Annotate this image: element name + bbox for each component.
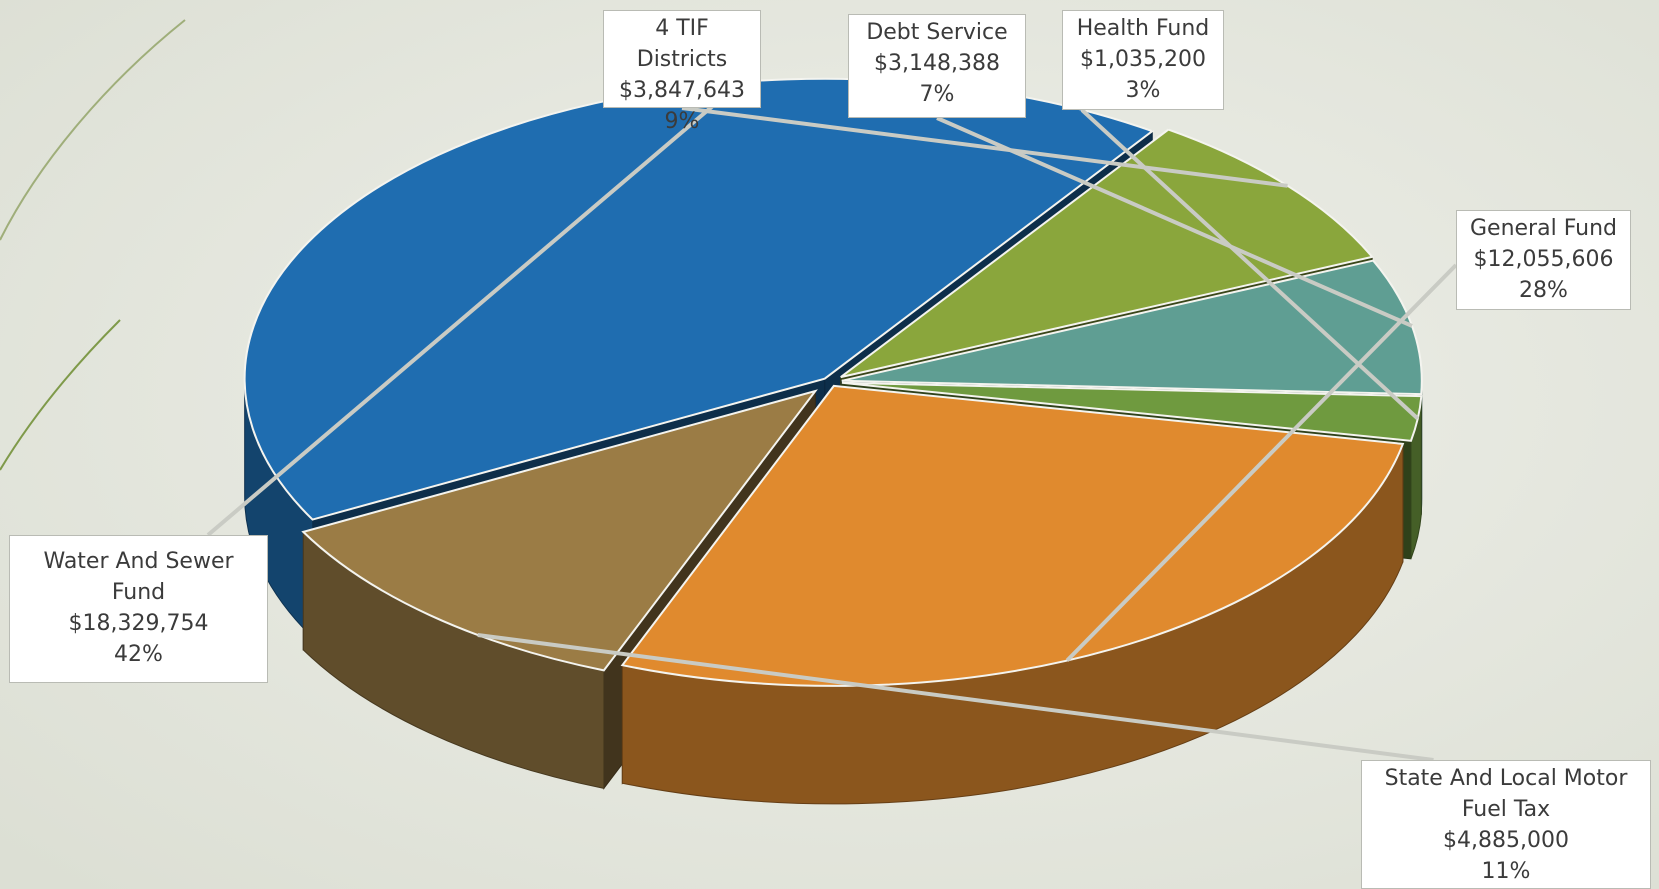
label-water-and-sewer-fund: Water And Sewer Fund $18,329,754 42% <box>9 535 268 683</box>
label-name-line1: Water And Sewer <box>43 549 234 574</box>
decorative-swoosh <box>0 19 186 241</box>
leader-line-water-and-sewer-fund <box>206 80 743 537</box>
slice-state-and-local-motor-fuel-tax <box>301 389 818 672</box>
label-percent: 3% <box>1125 78 1161 103</box>
label-debt-service: Debt Service $3,148,388 7% <box>848 14 1026 118</box>
label-name: Health Fund <box>1076 16 1210 41</box>
leader-line-state-and-local-motor-fuel-tax <box>477 632 1434 762</box>
leader-lines <box>206 80 1458 762</box>
slice-general-fund <box>620 384 1405 687</box>
label-name: 4 TIF Districts <box>636 16 728 72</box>
label-name-line1: State And Local Motor <box>1384 766 1628 791</box>
label-state-and-local-motor-fuel-tax: State And Local Motor Fuel Tax $4,885,00… <box>1361 760 1651 889</box>
label-value: $4,885,000 <box>1443 828 1569 853</box>
label-name-line2: Fund <box>111 580 166 605</box>
label-percent: 9% <box>664 109 700 134</box>
leader-line-debt-service <box>936 116 1413 328</box>
label-percent: 42% <box>114 642 163 667</box>
label-value: $12,055,606 <box>1473 247 1614 272</box>
label-value: $3,148,388 <box>874 51 1000 76</box>
label-value: $18,329,754 <box>68 611 209 636</box>
label-name: General Fund <box>1470 216 1617 241</box>
leader-line-4-tif-districts <box>681 106 1288 188</box>
label-value: $3,847,643 <box>619 78 745 103</box>
label-4-tif-districts: 4 TIF Districts $3,847,643 9% <box>603 10 761 134</box>
label-percent: 28% <box>1519 278 1568 303</box>
leader-line-health-fund <box>1080 108 1420 421</box>
leader-line-general-fund <box>1065 263 1458 662</box>
pie-slice-tops <box>243 77 1423 687</box>
decorative-swoosh-2 <box>0 319 121 471</box>
label-name: Debt Service <box>866 20 1008 45</box>
label-general-fund: General Fund $12,055,606 28% <box>1456 210 1631 310</box>
label-health-fund: Health Fund $1,035,200 3% <box>1062 10 1224 110</box>
label-value: $1,035,200 <box>1080 47 1206 72</box>
label-percent: 7% <box>919 82 955 107</box>
label-percent: 11% <box>1481 859 1531 884</box>
label-name-line2: Fuel Tax <box>1461 797 1551 822</box>
